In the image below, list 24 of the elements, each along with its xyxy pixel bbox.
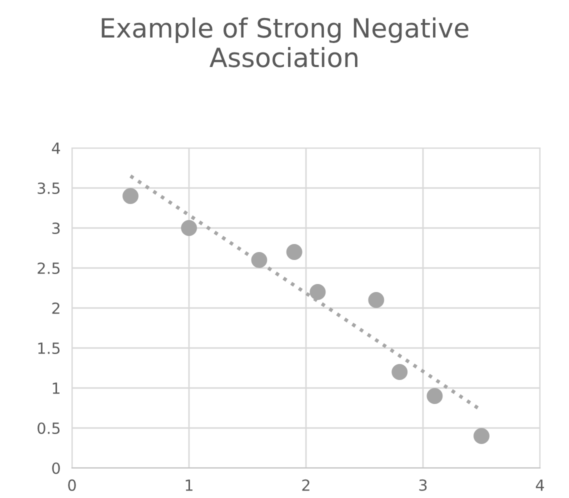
y-tick-label: 3	[52, 222, 60, 234]
y-tick-label: 0.5	[38, 422, 60, 434]
point	[122, 188, 138, 204]
point	[426, 388, 443, 404]
point	[181, 220, 197, 236]
point	[474, 428, 490, 444]
chart-title: Example of Strong Negative Association	[102, 17, 468, 68]
y-tick-label: 2.5	[38, 262, 60, 274]
x-tick-label: 3	[419, 479, 427, 491]
point	[368, 292, 384, 308]
x-tick-label: 2	[302, 479, 310, 491]
x-tick-label: 0	[68, 479, 76, 491]
point	[392, 364, 408, 380]
y-tick-label: 0	[52, 462, 60, 474]
point	[310, 284, 326, 300]
y-tick-label: 2	[52, 302, 60, 314]
y-tick-label: 3.5	[38, 182, 60, 194]
point	[251, 252, 268, 268]
y-tick-label: 4	[52, 142, 60, 154]
x-tick-label: 4	[536, 480, 544, 491]
x-tick-label: 1	[186, 480, 192, 491]
point	[286, 244, 302, 260]
y-tick-label: 1.5	[38, 342, 60, 354]
y-tick-label: 1	[52, 382, 60, 394]
